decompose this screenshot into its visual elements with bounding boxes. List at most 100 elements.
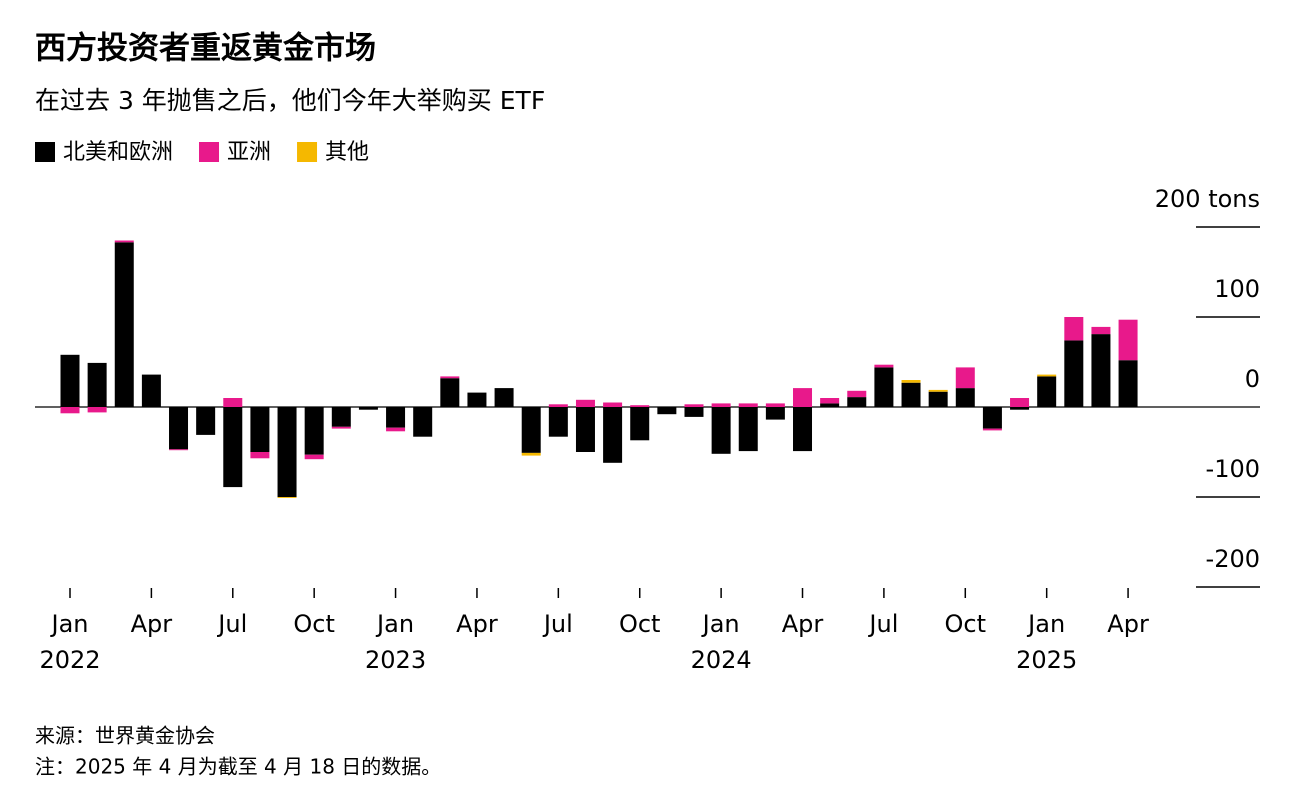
x-tick-label: Jan	[375, 610, 414, 638]
x-tick-label: Jul	[867, 610, 898, 638]
bar-segment	[331, 407, 351, 427]
bar-segment	[793, 407, 813, 452]
legend-swatch	[297, 142, 318, 162]
bar-segment	[1118, 319, 1138, 361]
bar-segment	[820, 398, 840, 404]
bar-segment	[765, 407, 785, 420]
bar-segment	[277, 407, 297, 497]
bar-segment	[413, 407, 433, 437]
bar-segment	[386, 407, 406, 428]
bar-segment	[575, 407, 595, 452]
bar-segment	[386, 427, 406, 432]
x-tick-label: Jul	[542, 610, 573, 638]
x-tick-label: Jan	[50, 610, 89, 638]
bar-segment	[521, 407, 541, 453]
bar-segment	[765, 403, 785, 407]
bar-segment	[223, 398, 243, 407]
bar-segment	[711, 407, 731, 454]
bar-segment	[684, 404, 704, 407]
bar-segment	[603, 407, 623, 463]
bar-segment	[304, 407, 324, 455]
bar-segment	[60, 407, 80, 414]
y-tick-label: 200 tons	[1155, 185, 1260, 213]
bar-segment	[87, 407, 107, 413]
bar-segment	[250, 452, 270, 459]
bar-segment	[277, 497, 297, 498]
bar-segment	[630, 407, 650, 441]
chart-title: 西方投资者重返黄金市场	[35, 31, 376, 67]
bar-segment	[793, 388, 813, 407]
x-tick-label: Oct	[945, 610, 987, 638]
y-tick-label: 100	[1214, 275, 1260, 303]
bar-segment	[223, 407, 243, 488]
bar-segment	[331, 426, 351, 429]
bar-segment	[1091, 334, 1111, 407]
bar-segment	[738, 403, 758, 407]
legend-label: 亚洲	[227, 140, 271, 165]
bar-segment	[440, 378, 460, 407]
bar-segment	[738, 407, 758, 452]
x-year-label: 2024	[691, 646, 752, 674]
chart-subtitle: 在过去 3 年抛售之后，他们今年大举购买 ETF	[35, 86, 545, 115]
x-tick-label: Oct	[619, 610, 661, 638]
bar-segment	[630, 405, 650, 407]
bar-segment	[901, 380, 921, 383]
y-tick-label: -200	[1206, 545, 1260, 573]
bar-segment	[521, 452, 541, 456]
bar-segment	[955, 388, 975, 407]
x-tick-label: Oct	[293, 610, 335, 638]
x-year-label: 2023	[365, 646, 426, 674]
x-tick-label: Jul	[216, 610, 247, 638]
bar-segment	[548, 404, 568, 407]
legend-swatch	[35, 142, 55, 162]
note: 注：2025 年 4 月为截至 4 月 18 日的数据。	[35, 755, 441, 779]
bar-segment	[1091, 326, 1111, 335]
bar-segment	[1037, 374, 1057, 377]
bar-segment	[982, 407, 1002, 429]
bar-segment	[874, 364, 894, 368]
x-tick-label: Apr	[1107, 610, 1149, 638]
bar-segment	[847, 390, 867, 398]
bar-segment	[874, 367, 894, 407]
bar-segment	[820, 403, 840, 407]
source: 来源：世界黄金协会	[35, 724, 215, 748]
bar-segment	[169, 407, 189, 450]
x-year-label: 2025	[1016, 646, 1077, 674]
x-tick-label: Apr	[131, 610, 173, 638]
bar-segment	[196, 407, 216, 435]
bar-segment	[847, 397, 867, 407]
x-tick-label: Apr	[782, 610, 824, 638]
bar-segment	[1010, 398, 1030, 407]
x-tick-label: Jan	[701, 610, 740, 638]
bar-segment	[548, 407, 568, 437]
bar-segment	[304, 454, 324, 460]
bar-segment	[1064, 340, 1084, 407]
legend-label: 北美和欧洲	[63, 140, 173, 165]
bar-segment	[467, 392, 487, 407]
bar-segment	[711, 403, 731, 407]
bar-segment	[440, 376, 460, 379]
bar-segment	[250, 407, 270, 452]
bar-segment	[60, 354, 80, 407]
bar-segment	[114, 240, 134, 243]
bar-segment	[1010, 407, 1030, 410]
bar-segment	[1064, 317, 1084, 341]
bar-segment	[955, 367, 975, 389]
bar-segment	[928, 389, 948, 392]
bar-segment	[494, 388, 514, 407]
bar-segment	[169, 449, 189, 451]
bar-segment	[575, 399, 595, 407]
bar-segment	[657, 407, 677, 415]
x-tick-label: Jan	[1026, 610, 1065, 638]
y-tick-label: 0	[1245, 365, 1260, 393]
bar-segment	[1118, 360, 1138, 407]
bar-segment	[114, 242, 134, 407]
bar-segment	[87, 362, 107, 407]
x-tick-label: Apr	[456, 610, 498, 638]
bar-segment	[901, 382, 921, 407]
bar-segment	[684, 407, 704, 417]
y-tick-label: -100	[1206, 455, 1260, 483]
bar-segment	[982, 428, 1002, 431]
legend-label: 其他	[325, 140, 369, 165]
